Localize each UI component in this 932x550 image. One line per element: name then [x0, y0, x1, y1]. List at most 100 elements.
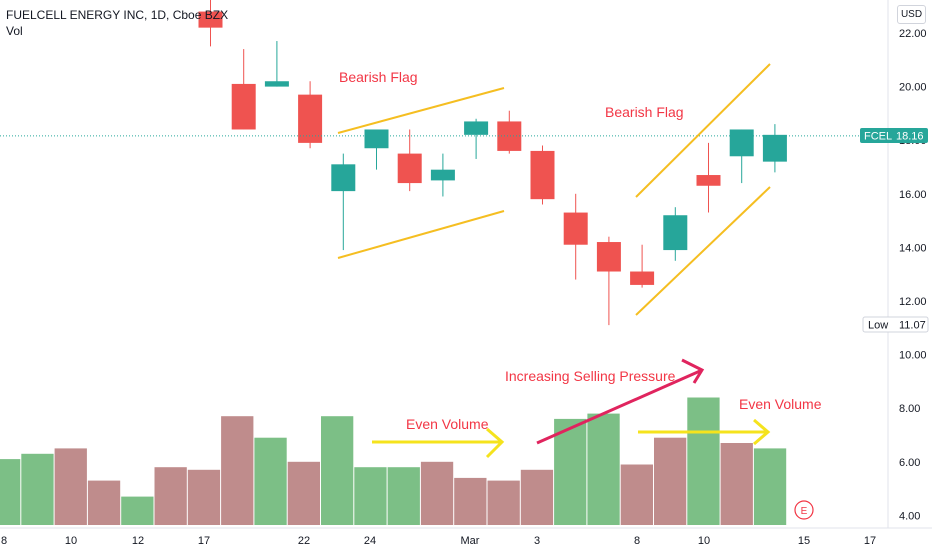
- volume-bar: [154, 467, 187, 525]
- price-tick-label: 20.00: [899, 82, 927, 94]
- candle: [430, 153, 455, 197]
- volume-bar: [520, 469, 554, 525]
- volume-bar: [221, 416, 254, 525]
- candle: [331, 153, 356, 251]
- even-volume-label-1: Even Volume: [406, 416, 489, 432]
- flag-1-lines: [337, 87, 505, 259]
- currency-button[interactable]: USD: [897, 5, 926, 24]
- candle: [762, 124, 787, 173]
- volume-bar: [21, 453, 54, 525]
- candle-body: [198, 11, 223, 28]
- candle: [729, 129, 754, 184]
- candle-body: [696, 175, 721, 186]
- price-tick-label: 16.00: [899, 189, 927, 201]
- price-tag-symbol: FCEL: [864, 131, 892, 143]
- volume-bar: [654, 437, 687, 525]
- candle: [663, 207, 688, 261]
- low-tag: Low 11.07: [862, 316, 929, 333]
- price-tick-label: 8.00: [899, 403, 920, 415]
- candle: [198, 0, 223, 47]
- price-axis-ticks: 22.0020.0018.0016.0014.0012.0010.008.006…: [899, 28, 927, 522]
- flag-1-label: Bearish Flag: [339, 69, 418, 85]
- time-tick-label: 12: [132, 535, 144, 547]
- volume-bar: [387, 467, 420, 525]
- time-tick-label: 17: [864, 535, 876, 547]
- candle: [530, 145, 555, 205]
- volume-label: Vol: [6, 24, 23, 38]
- price-tag-value: 18.16: [896, 131, 924, 143]
- volume-bar: [620, 464, 653, 525]
- chart-header: FUELCELL ENERGY INC, 1D, Cboe BZX Vol: [6, 7, 228, 39]
- volume-bar: [487, 480, 520, 525]
- low-tag-label: Low: [868, 320, 888, 332]
- price-tick-label: 6.00: [899, 457, 920, 469]
- price-tick-label: 10.00: [899, 350, 927, 362]
- time-tick-label: 17: [198, 535, 210, 547]
- volume-bar: [254, 437, 287, 525]
- volume-bar: [287, 461, 320, 525]
- selling-pressure-arrow: [536, 358, 705, 445]
- even-volume-label-2: Even Volume: [739, 396, 822, 412]
- candle-body: [464, 121, 489, 135]
- earnings-marker-label: E: [801, 506, 808, 517]
- candle-body: [530, 150, 555, 200]
- selling-pressure-label: Increasing Selling Pressure: [505, 368, 676, 384]
- volume-bar: [587, 413, 620, 525]
- price-tick-label: 22.00: [899, 28, 927, 40]
- candle-body: [563, 212, 588, 245]
- candle-body: [264, 81, 289, 87]
- volume-bar: [687, 397, 720, 525]
- time-tick-label: 8: [1, 535, 7, 547]
- candle-body: [596, 242, 621, 272]
- volume-bar: [187, 469, 221, 525]
- volume-bar: [720, 443, 753, 525]
- volume-bar: [354, 467, 387, 525]
- candle: [264, 41, 289, 87]
- volume-bar: [54, 448, 87, 525]
- candle-body: [430, 169, 455, 181]
- candle-body: [762, 134, 787, 162]
- candle-body: [729, 129, 754, 157]
- volume-bar: [0, 459, 21, 525]
- time-tick-label: 8: [634, 535, 640, 547]
- candle: [231, 49, 256, 130]
- time-tick-label: 24: [364, 535, 376, 547]
- candle: [464, 118, 489, 159]
- time-tick-label: 3: [534, 535, 540, 547]
- candle-body: [364, 129, 389, 149]
- time-tick-label: 22: [298, 535, 310, 547]
- candle: [563, 193, 588, 280]
- time-axis-ticks: 8 10 12 17 22 24 Mar 3 8 10 15 17: [1, 535, 876, 547]
- time-tick-label: 10: [65, 535, 77, 547]
- candle-body: [630, 271, 655, 285]
- volume-bars: [0, 397, 787, 525]
- volume-bar: [753, 448, 787, 525]
- candle-body: [663, 215, 688, 251]
- even-volume-arrow-1: [372, 427, 505, 459]
- even-volume-arrow-2: [638, 418, 771, 446]
- time-tick-label: 15: [798, 535, 810, 547]
- flag-2-lines: [635, 63, 771, 316]
- price-tick-label: 4.00: [899, 510, 920, 522]
- low-tag-value: 11.07: [899, 320, 926, 332]
- candle: [497, 110, 522, 154]
- candle-body: [298, 94, 323, 143]
- candle-body: [397, 153, 422, 184]
- candle: [298, 81, 323, 149]
- volume-bar: [121, 496, 154, 525]
- symbol-title: FUELCELL ENERGY INC, 1D, Cboe BZX: [6, 8, 229, 22]
- candle-body: [331, 164, 356, 192]
- volume-bar: [454, 477, 487, 525]
- candle: [364, 129, 389, 170]
- candle-body: [231, 83, 256, 130]
- candle-body: [497, 121, 522, 151]
- earnings-marker[interactable]: E: [794, 500, 814, 520]
- volume-bar: [420, 461, 454, 525]
- time-tick-label: 10: [698, 535, 710, 547]
- flag-2-label: Bearish Flag: [605, 104, 684, 120]
- volume-bar: [87, 480, 121, 525]
- current-price-tag: FCEL 18.16: [860, 128, 928, 143]
- volume-bar: [554, 418, 587, 525]
- candle: [596, 236, 621, 326]
